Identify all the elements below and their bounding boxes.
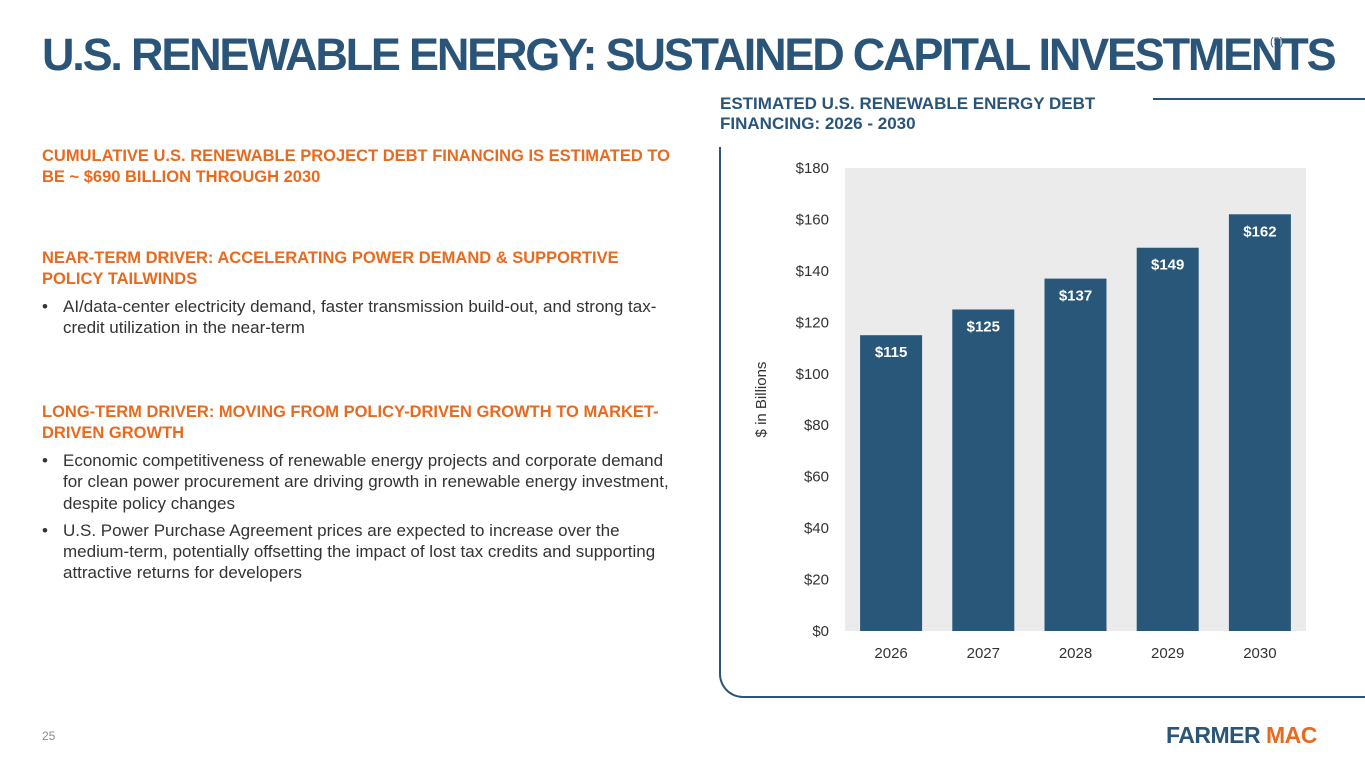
long-term-section: LONG-TERM DRIVER: MOVING FROM POLICY-DRI… xyxy=(42,402,682,590)
long-term-heading: LONG-TERM DRIVER: MOVING FROM POLICY-DRI… xyxy=(42,403,659,443)
data-label: $162 xyxy=(1243,223,1276,240)
x-tick-label: 2030 xyxy=(1243,645,1276,662)
long-term-bullets: Economic competitiveness of renewable en… xyxy=(42,450,682,584)
x-tick-label: 2029 xyxy=(1151,645,1184,662)
y-tick-label: $80 xyxy=(804,417,829,434)
data-label: $149 xyxy=(1151,257,1184,274)
bar xyxy=(1136,247,1199,631)
y-axis-label: $ in Billions xyxy=(753,362,770,438)
summary-heading: CUMULATIVE U.S. RENEWABLE PROJECT DEBT F… xyxy=(42,147,670,187)
chart-frame xyxy=(719,147,1365,698)
data-label: $115 xyxy=(875,344,908,361)
x-tick-label: 2026 xyxy=(874,645,907,662)
bullet-item: U.S. Power Purchase Agreement prices are… xyxy=(42,520,682,584)
footnote-reference: (5) xyxy=(1270,36,1284,48)
y-tick-label: $120 xyxy=(796,314,829,331)
chart-title-rule xyxy=(1153,98,1365,100)
bar xyxy=(1044,278,1107,631)
x-tick-label: 2027 xyxy=(967,645,1000,662)
logo-text-primary: FARMER xyxy=(1166,722,1261,748)
near-term-heading: NEAR-TERM DRIVER: ACCELERATING POWER DEM… xyxy=(42,249,619,289)
y-tick-label: $60 xyxy=(804,469,829,486)
bullet-item: AI/data-center electricity demand, faste… xyxy=(42,296,682,339)
chart-title: ESTIMATED U.S. RENEWABLE ENERGY DEBT FIN… xyxy=(720,94,1096,134)
y-tick-label: $160 xyxy=(796,211,829,228)
bar xyxy=(1228,214,1291,632)
bar-chart: $0 $20 $40 $60 $80 $100 $120 $140 $160 $180 $115 20… xyxy=(753,160,1306,662)
bar xyxy=(860,335,923,631)
bar xyxy=(952,309,1015,631)
data-label: $137 xyxy=(1059,288,1092,305)
y-tick-label: $140 xyxy=(796,263,829,280)
y-tick-label: $180 xyxy=(796,160,829,177)
near-term-section: NEAR-TERM DRIVER: ACCELERATING POWER DEM… xyxy=(42,248,682,345)
logo-text-accent: MAC xyxy=(1266,722,1317,748)
near-term-bullets: AI/data-center electricity demand, faste… xyxy=(42,296,682,339)
y-tick-label: $40 xyxy=(804,520,829,537)
page-number: 25 xyxy=(42,729,56,743)
x-tick-label: 2028 xyxy=(1059,645,1092,662)
page-title: U.S. RENEWABLE ENERGY: SUSTAINED CAPITAL… xyxy=(42,29,1337,80)
bullet-item: Economic competitiveness of renewable en… xyxy=(42,450,682,514)
farmer-mac-logo: FARMER MAC xyxy=(1166,722,1317,749)
y-tick-label: $100 xyxy=(796,366,829,383)
y-tick-label: $20 xyxy=(804,572,829,589)
y-tick-label: $0 xyxy=(812,623,829,640)
summary-section: CUMULATIVE U.S. RENEWABLE PROJECT DEBT F… xyxy=(42,146,682,188)
data-label: $125 xyxy=(967,318,1000,335)
